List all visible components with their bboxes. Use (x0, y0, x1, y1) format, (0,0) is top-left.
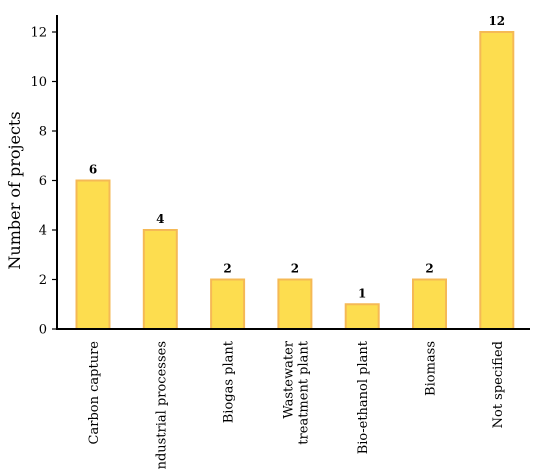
y-tick-label: 2 (39, 273, 47, 288)
bar-value-label: 2 (425, 262, 433, 276)
x-category-labels-group: Carbon capture Industrial processes Biogas… (87, 340, 506, 470)
bar (412, 278, 447, 330)
x-category-label: treatment plant (296, 340, 311, 444)
bar (277, 278, 313, 330)
x-category-label: Biogas plant (222, 340, 237, 423)
y-tick-label: 4 (39, 224, 47, 239)
bar (75, 179, 111, 330)
bar (210, 278, 246, 330)
y-tick-label: 12 (30, 26, 47, 41)
bar-value-label: 2 (223, 262, 231, 276)
y-tick-label: 0 (39, 323, 47, 338)
bar (344, 303, 380, 330)
bar (479, 31, 515, 330)
bar-value-label: 1 (358, 286, 366, 300)
y-tick-label: 8 (39, 125, 47, 140)
bar-value-label: 12 (488, 14, 505, 28)
x-category-label: Biomass (424, 341, 439, 396)
bar (142, 229, 178, 330)
y-axis-title: Number of projects (5, 111, 24, 269)
bar-value-label: 6 (89, 163, 97, 177)
y-tick-label: 10 (30, 75, 47, 90)
y-tick-label: 6 (39, 174, 47, 189)
bar-value-label: 4 (156, 212, 164, 226)
x-category-label: Wastewater (281, 340, 296, 418)
bar-value-label: 2 (291, 262, 299, 276)
x-category-label: Bio-ethanol plant (356, 340, 371, 454)
x-category-label: Industrial processes (154, 341, 169, 470)
bars-group (75, 31, 515, 330)
x-category-label: Carbon capture (87, 341, 102, 445)
x-category-label: Not specified (491, 341, 506, 428)
y-ticks-group: 0 2 4 6 8 10 12 (30, 26, 57, 338)
